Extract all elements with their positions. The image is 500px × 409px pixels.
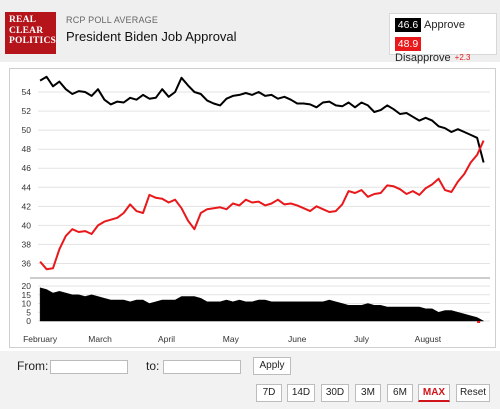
spread-tick-label: 0 (26, 316, 31, 326)
approve-label: Approve (424, 19, 465, 31)
y-tick-label: 40 (22, 220, 32, 230)
disapprove-label: Disapprove (395, 52, 451, 64)
y-tick-label: 48 (22, 144, 32, 154)
disapprove-change: +2.3 (454, 53, 471, 62)
chart-header: REAL CLEAR POLITICS RCP POLL AVERAGE Pre… (0, 0, 500, 64)
y-tick-label: 42 (22, 201, 32, 211)
x-tick-label: April (158, 334, 175, 344)
spread-tick-label: 10 (22, 299, 32, 309)
x-tick-label: February (23, 334, 58, 344)
logo-line-1: REAL (9, 15, 37, 25)
spread-area (39, 287, 484, 322)
y-tick-label: 54 (22, 87, 32, 97)
spread-tick-label: 15 (22, 290, 32, 300)
gridlines (30, 91, 490, 322)
logo-line-2: CLEAR (9, 25, 44, 36)
spread-tick-label: 20 (22, 281, 32, 291)
range-14d-button[interactable]: 14D (287, 384, 315, 402)
range-6m-button[interactable]: 6M (387, 384, 413, 402)
spread-negative-mark (477, 321, 481, 323)
source-label: RCP POLL AVERAGE (66, 15, 159, 25)
range-max-button[interactable]: MAX (418, 384, 450, 402)
y-tick-label: 38 (22, 239, 32, 249)
y-tick-label: 44 (22, 182, 32, 192)
realclearpolitics-logo[interactable]: REAL CLEAR POLITICS (5, 12, 56, 54)
range-7d-button[interactable]: 7D (256, 384, 282, 402)
series-line-approve (39, 75, 485, 163)
series-lines (39, 75, 485, 271)
x-axis: February March April May June July August (23, 334, 442, 344)
y-tick-label: 46 (22, 163, 32, 173)
chart-title: President Biden Job Approval (66, 29, 237, 44)
disapprove-value: 48.9 (395, 37, 421, 51)
series-line-disapprove (39, 140, 485, 271)
legend-disapprove: 48.9Disapprove +2.3 (395, 37, 496, 64)
chart-area[interactable]: 36 38 40 42 44 46 48 50 52 54 0 5 10 15 20 February Mar… (9, 68, 496, 348)
range-controls: From: to: Apply 7D 14D 30D 3M 6M MAX Res… (0, 351, 500, 409)
reset-button[interactable]: Reset (456, 384, 490, 402)
x-tick-label: July (354, 334, 370, 344)
x-tick-label: June (288, 334, 307, 344)
to-label: to: (146, 359, 160, 373)
x-tick-label: May (223, 334, 240, 344)
apply-button[interactable]: Apply (253, 357, 291, 375)
logo-line-3: POLITICS (9, 36, 57, 46)
y-tick-label: 50 (22, 125, 32, 135)
y-tick-label: 52 (22, 106, 32, 116)
range-3m-button[interactable]: 3M (355, 384, 381, 402)
spread-tick-label: 5 (26, 307, 31, 317)
approve-value: 46.6 (395, 18, 421, 32)
chart-legend: 46.6 Approve 48.9Disapprove +2.3 (389, 13, 497, 64)
y-tick-label: 36 (22, 258, 32, 268)
spread-chart (39, 287, 484, 323)
x-tick-label: March (88, 334, 112, 344)
range-30d-button[interactable]: 30D (321, 384, 349, 402)
from-date-input[interactable] (50, 360, 128, 374)
x-tick-label: August (415, 334, 442, 344)
to-date-input[interactable] (163, 360, 241, 374)
legend-approve: 46.6 Approve (395, 18, 465, 32)
from-label: From: (17, 359, 49, 373)
